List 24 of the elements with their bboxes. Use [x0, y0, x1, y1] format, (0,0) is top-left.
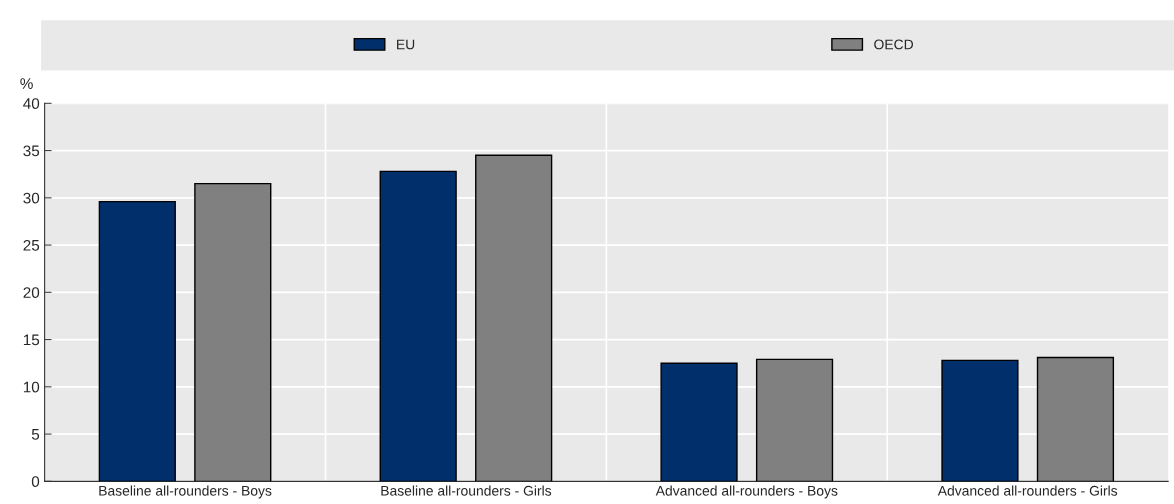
- y-tick-label: 0: [31, 476, 40, 488]
- bar: [755, 358, 834, 482]
- x-tick-label: Baseline all-rounders - Boys: [99, 485, 272, 499]
- bar: [475, 154, 553, 482]
- y-tick-label: 35: [23, 145, 40, 157]
- bar: [98, 200, 176, 482]
- legend-label: OECD: [874, 39, 914, 50]
- bar: [1036, 356, 1115, 482]
- y-tick-label: 40: [23, 98, 40, 110]
- bar: [194, 182, 272, 482]
- y-tick-label: 10: [23, 381, 40, 393]
- x-tick-label: Baseline all-rounders - Girls: [381, 485, 552, 496]
- legend-label: EU: [397, 39, 415, 50]
- bar: [379, 170, 457, 482]
- bar: [660, 362, 738, 482]
- y-tick-label: 5: [31, 429, 40, 440]
- y-tick-label: 15: [23, 334, 40, 346]
- y-tick-label: 30: [23, 192, 40, 204]
- y-axis-title: %: [20, 78, 33, 89]
- y-tick-label: 25: [23, 239, 40, 251]
- bar: [941, 359, 1019, 482]
- x-tick-label: Advanced all-rounders - Boys: [655, 485, 838, 499]
- x-tick-label: Advanced all-rounders - Girls: [937, 485, 1118, 496]
- y-tick-label: 20: [23, 287, 40, 299]
